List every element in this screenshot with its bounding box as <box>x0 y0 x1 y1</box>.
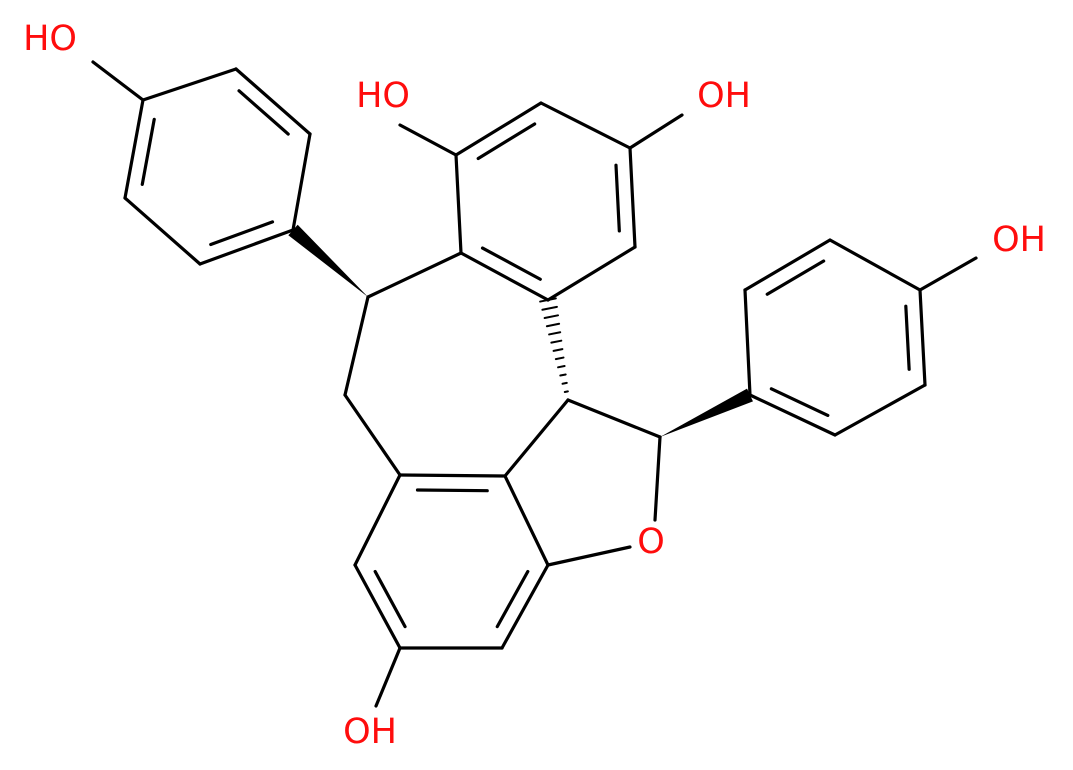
bond <box>918 256 978 292</box>
bond <box>398 123 458 157</box>
bond <box>123 196 202 266</box>
bond <box>539 297 557 303</box>
bond <box>234 67 312 136</box>
bond <box>539 101 632 150</box>
bond <box>141 67 238 102</box>
bond <box>353 563 402 650</box>
bond <box>918 288 927 387</box>
bond <box>904 304 911 371</box>
bond <box>454 101 543 157</box>
atom-label: OH <box>343 712 397 752</box>
bond <box>552 348 564 352</box>
bond <box>546 545 632 567</box>
bond <box>291 132 312 232</box>
bond <box>209 220 275 247</box>
bond <box>545 322 561 328</box>
bond <box>660 388 753 437</box>
bond <box>748 393 837 437</box>
bond <box>546 245 637 302</box>
bond <box>543 314 560 320</box>
bond <box>743 238 832 292</box>
bond <box>353 473 402 567</box>
bond <box>653 435 662 522</box>
bond <box>123 98 145 200</box>
bond <box>833 383 927 437</box>
bond <box>500 563 550 650</box>
bond <box>343 393 402 477</box>
atom-label: OH <box>992 220 1046 260</box>
bond <box>566 398 662 439</box>
bond <box>459 251 550 302</box>
bond <box>769 387 830 417</box>
bond <box>563 390 569 393</box>
bond <box>398 473 507 478</box>
bond <box>476 122 537 161</box>
bond <box>480 246 542 281</box>
bond <box>557 365 566 369</box>
bond <box>550 339 563 344</box>
bond <box>828 238 922 292</box>
bond <box>343 295 370 397</box>
bond <box>373 569 407 629</box>
bond <box>548 331 562 336</box>
bond <box>288 224 368 297</box>
bond <box>374 646 402 708</box>
bond <box>415 488 489 493</box>
bond <box>541 305 558 311</box>
bond <box>503 398 570 478</box>
bond <box>554 356 565 361</box>
bond <box>495 569 530 629</box>
bond <box>614 163 621 233</box>
bond <box>140 117 156 186</box>
atom-label: HO <box>23 19 77 59</box>
bond <box>628 113 684 150</box>
atom-label: O <box>637 522 665 562</box>
bond <box>237 89 290 136</box>
bond <box>743 288 752 397</box>
atom-label: OH <box>697 76 751 116</box>
bond <box>454 153 463 255</box>
bond <box>561 381 568 385</box>
bond <box>628 146 637 249</box>
bond <box>91 60 145 102</box>
bond <box>765 259 826 296</box>
bond <box>559 373 567 377</box>
bonds <box>91 60 978 708</box>
bond <box>366 251 463 299</box>
bond <box>503 474 550 567</box>
atom-label: HO <box>356 76 410 116</box>
bond <box>198 228 295 266</box>
